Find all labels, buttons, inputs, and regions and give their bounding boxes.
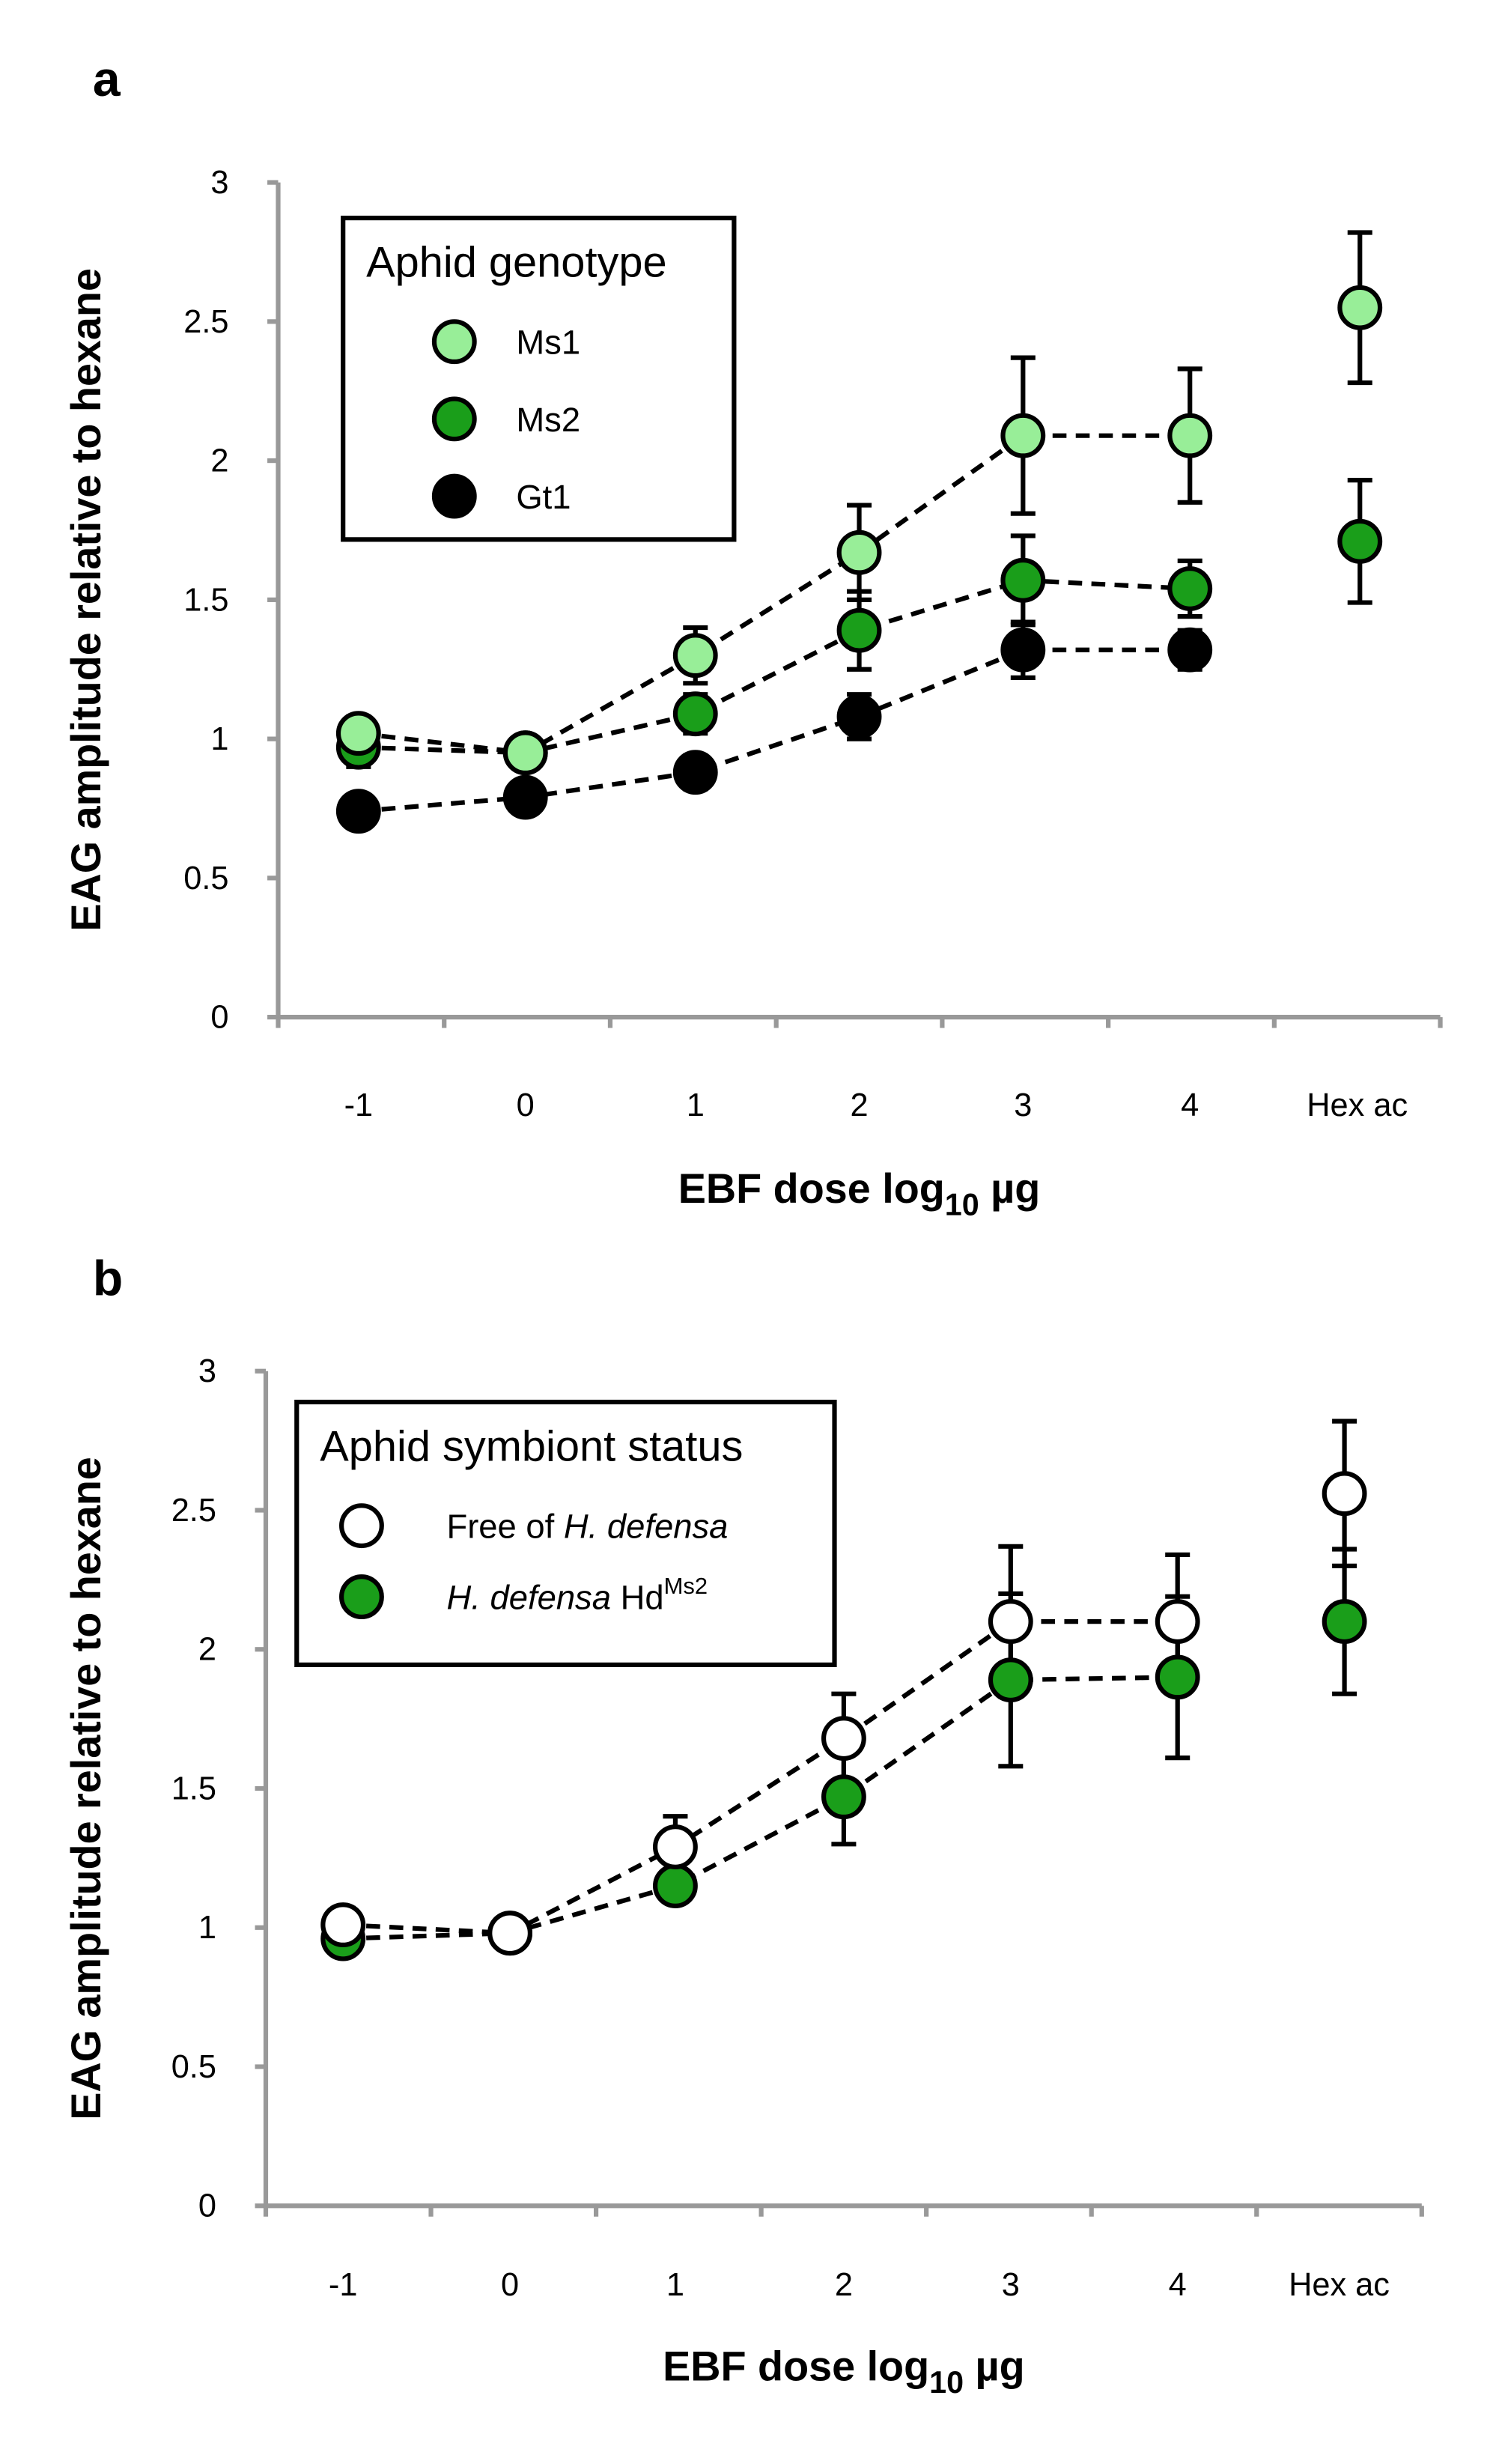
- y-tick-label: 1: [198, 1910, 216, 1946]
- x-tick-label: -1: [329, 2267, 358, 2303]
- data-point: [836, 529, 882, 575]
- data-point: [1167, 566, 1213, 611]
- x-tick-label: 4: [1181, 1087, 1199, 1123]
- chart-panel-b: b 0 0.5 1 1.5 2 2.5 3 -1 0 1 2 3 4 Hex ac EAG amplitude…: [63, 1251, 1424, 2400]
- data-point: [335, 789, 381, 834]
- y-tick-label: 2.5: [183, 304, 228, 340]
- legend-box: [294, 1399, 837, 1667]
- series-line: [358, 577, 1191, 756]
- data-point: [672, 633, 718, 679]
- data-point: [836, 694, 882, 739]
- legend-marker: [431, 396, 477, 442]
- data-point: [335, 711, 381, 756]
- data-point: [502, 774, 548, 820]
- y-axis-label: EAG amplitude relative to hexane: [63, 268, 109, 932]
- data-point: [653, 1863, 698, 1908]
- data-point: [1155, 1599, 1200, 1645]
- data-point: [1167, 413, 1213, 458]
- x-axis-label: EBF dose log10 µg: [678, 1165, 1041, 1222]
- x-tick-label: Hex ac: [1307, 1087, 1408, 1123]
- data-point: [653, 1824, 698, 1869]
- y-tick-label: 1.5: [171, 1770, 216, 1806]
- data-point: [1000, 413, 1046, 458]
- x-tick-label: 2: [835, 2267, 853, 2303]
- series-line: [358, 647, 1191, 814]
- series-line: [358, 433, 1191, 756]
- legend: Aphid genotype Ms1 Ms2 Gt1: [341, 215, 737, 542]
- y-tick-label: 1: [210, 721, 228, 757]
- legend-title: Aphid genotype: [366, 238, 666, 286]
- data-point: [502, 730, 548, 776]
- series-h-defensa-hdms2: [343, 1675, 1178, 1941]
- y-tick-label: 2.5: [171, 1493, 216, 1529]
- legend-box: [341, 215, 737, 542]
- legend-marker: [431, 319, 477, 365]
- y-tick-label: 0: [198, 2188, 216, 2224]
- y-tick-label: 3: [210, 165, 228, 201]
- data-point: [1167, 627, 1213, 673]
- data-point: [320, 1902, 366, 1947]
- legend-marker: [339, 1574, 384, 1620]
- panel-label: b: [93, 1251, 123, 1306]
- data-point: [1337, 285, 1383, 330]
- x-tick-label: Hex ac: [1289, 2267, 1390, 2303]
- chart-panel-a: a 0 0.5 1 1.5 2 2.5 3 -1 0 1 2 3 4 Hex ac EAG amplitude…: [63, 51, 1443, 1222]
- x-tick-label: 1: [666, 2267, 684, 2303]
- y-tick-label: 0.5: [183, 861, 228, 896]
- x-tick-label: 1: [687, 1087, 705, 1123]
- legend-marker: [431, 473, 477, 519]
- data-point: [1000, 557, 1046, 603]
- x-tick-label: -1: [344, 1087, 374, 1123]
- y-tick-label: 3: [198, 1353, 216, 1389]
- legend-title: Aphid symbiont status: [320, 1422, 743, 1470]
- series-gt1: [358, 647, 1191, 814]
- series-ms2: [358, 577, 1191, 756]
- data-point: [988, 1599, 1033, 1645]
- x-tick-label: 3: [1014, 1087, 1032, 1123]
- y-tick-label: 2: [198, 1632, 216, 1668]
- panel-label: a: [93, 51, 121, 106]
- data-point: [487, 1911, 533, 1956]
- data-point: [821, 1716, 866, 1761]
- data-point: [672, 750, 718, 795]
- legend: Aphid symbiont status Free of H. defensa H…: [294, 1399, 837, 1667]
- y-tick-label: 2: [210, 443, 228, 479]
- legend-label: Ms1: [516, 324, 580, 362]
- legend-label: H. defensa HdMs2: [446, 1573, 708, 1617]
- data-point: [821, 1774, 866, 1820]
- x-tick-label: 0: [501, 2267, 519, 2303]
- y-tick-label: 1.5: [183, 582, 228, 618]
- data-point: [988, 1657, 1033, 1703]
- legend-marker: [339, 1503, 384, 1549]
- x-axis-label: EBF dose log10 µg: [663, 2343, 1025, 2400]
- data-point: [1155, 1654, 1200, 1700]
- x-tick-label: 0: [517, 1087, 535, 1123]
- legend-label: Free of H. defensa: [446, 1508, 728, 1546]
- legend-label: Ms2: [516, 401, 580, 439]
- series-points-2: [346, 619, 1202, 828]
- data-point: [836, 607, 882, 653]
- data-point: [1322, 1471, 1367, 1517]
- series-line: [343, 1675, 1178, 1941]
- y-tick-label: 0.5: [171, 2049, 216, 2085]
- series-line: [343, 1619, 1178, 1936]
- data-point: [672, 691, 718, 737]
- x-tick-label: 2: [850, 1087, 868, 1123]
- data-point: [1337, 518, 1383, 564]
- data-point: [1322, 1599, 1367, 1645]
- data-point: [1000, 627, 1046, 673]
- y-tick-label: 0: [210, 1000, 228, 1036]
- x-tick-label: 4: [1169, 2267, 1187, 2303]
- legend-label: Gt1: [516, 478, 571, 516]
- series-free-of-h-defensa: [343, 1619, 1178, 1936]
- x-tick-label: 3: [1002, 2267, 1020, 2303]
- y-axis-label: EAG amplitude relative to hexane: [63, 1457, 109, 2120]
- series-ms1: [358, 433, 1191, 756]
